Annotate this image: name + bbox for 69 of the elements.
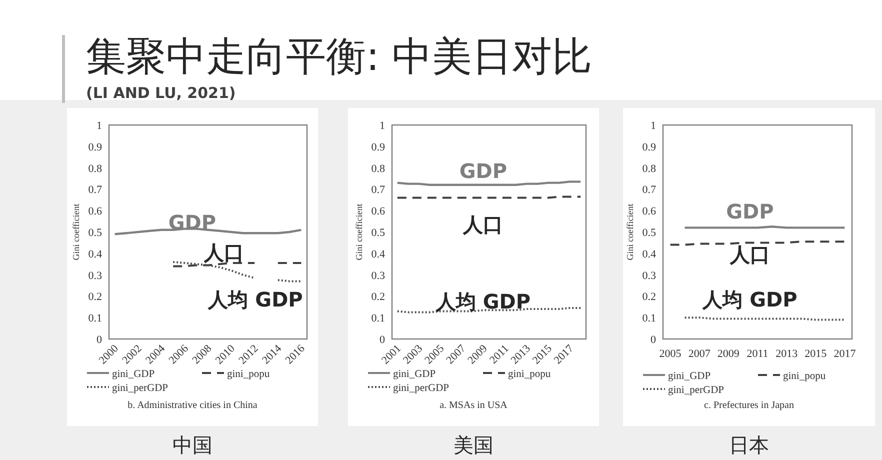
annotation: 人均 GDP: [434, 289, 530, 314]
annotation: 人均 GDP: [702, 287, 798, 312]
text: b. Administrative cities in China: [128, 400, 258, 411]
y-tick-label: 0.4: [371, 248, 386, 260]
legend-label: gini_GDP: [668, 371, 711, 382]
x-tick-label: 2009: [717, 348, 740, 360]
legend-label: gini_perGDP: [112, 383, 168, 394]
legend-label: gini_perGDP: [668, 385, 724, 396]
y-tick-label: 0: [650, 334, 656, 346]
text: (LI AND LU, 2021): [86, 84, 236, 102]
y-tick-label: 0.7: [642, 184, 656, 196]
y-tick-label: 0.9: [88, 141, 102, 154]
y-tick-label: 0.3: [642, 270, 656, 282]
y-tick-label: 0.9: [642, 141, 656, 154]
y-tick-label: 0.6: [642, 206, 656, 218]
legend-label: gini_popu: [783, 371, 826, 382]
y-tick-label: 1: [380, 120, 385, 132]
y-tick-label: 0.2: [371, 291, 385, 304]
annotation: GDP: [459, 158, 508, 183]
y-tick-label: 0: [380, 334, 386, 346]
y-tick-label: 0.5: [371, 227, 386, 239]
x-tick-label: 2007: [688, 348, 711, 360]
y-tick-label: 0.5: [642, 227, 656, 239]
annotation: 人口: [202, 240, 244, 264]
y-tick-label: 0.4: [88, 248, 102, 260]
y-axis-title: Gini coefficient: [354, 203, 364, 260]
legend-label: gini_popu: [508, 369, 552, 380]
y-tick-label: 0.9: [371, 141, 386, 154]
annotation: 人口: [728, 242, 770, 266]
text: 日本: [729, 433, 769, 457]
y-tick-label: 0.8: [642, 162, 656, 175]
x-tick-label: 2011: [488, 342, 512, 366]
y-tick-label: 0.1: [642, 312, 656, 325]
text: 美国: [454, 433, 494, 457]
text: 中国: [172, 433, 212, 457]
y-tick-label: 0.4: [642, 248, 656, 260]
y-tick-label: 0.2: [642, 291, 656, 304]
y-tick-label: 0.3: [371, 270, 386, 282]
legend-label: gini_GDP: [393, 369, 436, 380]
y-tick-label: 1: [650, 120, 656, 132]
y-tick-label: 0.3: [88, 270, 102, 282]
y-tick-label: 0.8: [371, 162, 386, 175]
annotation: 人口: [462, 212, 504, 236]
annotation: GDP: [726, 200, 774, 224]
y-tick-label: 0.5: [88, 227, 102, 239]
y-tick-label: 0.8: [88, 162, 102, 175]
x-tick-label: 2015: [804, 348, 828, 360]
x-tick-label: 2017: [834, 348, 856, 360]
y-tick-label: 0.7: [88, 184, 102, 196]
y-tick-label: 0.1: [371, 312, 385, 325]
annotation: 人均 GDP: [207, 287, 303, 312]
text: a. MSAs in USA: [440, 400, 508, 411]
text: 集聚中走向平衡: 中美日对比: [86, 34, 592, 80]
y-tick-label: 0.1: [88, 312, 102, 325]
x-tick-label: 2013: [776, 348, 798, 360]
text: c. Prefectures in Japan: [704, 400, 794, 411]
legend-label: gini_popu: [227, 369, 270, 380]
x-tick-label: 2005: [659, 348, 682, 360]
y-axis-title: Gini coefficient: [71, 203, 81, 260]
legend-label: gini_perGDP: [393, 383, 450, 394]
y-tick-label: 0.2: [88, 291, 102, 304]
x-tick-label: 2011: [746, 348, 768, 360]
y-axis-title: Gini coefficient: [625, 203, 635, 260]
y-tick-label: 0.7: [371, 184, 386, 196]
legend-label: gini_GDP: [112, 369, 155, 380]
y-tick-label: 0.6: [88, 206, 102, 218]
y-tick-label: 0: [96, 334, 102, 346]
y-tick-label: 1: [96, 120, 102, 132]
y-tick-label: 0.6: [371, 206, 386, 218]
